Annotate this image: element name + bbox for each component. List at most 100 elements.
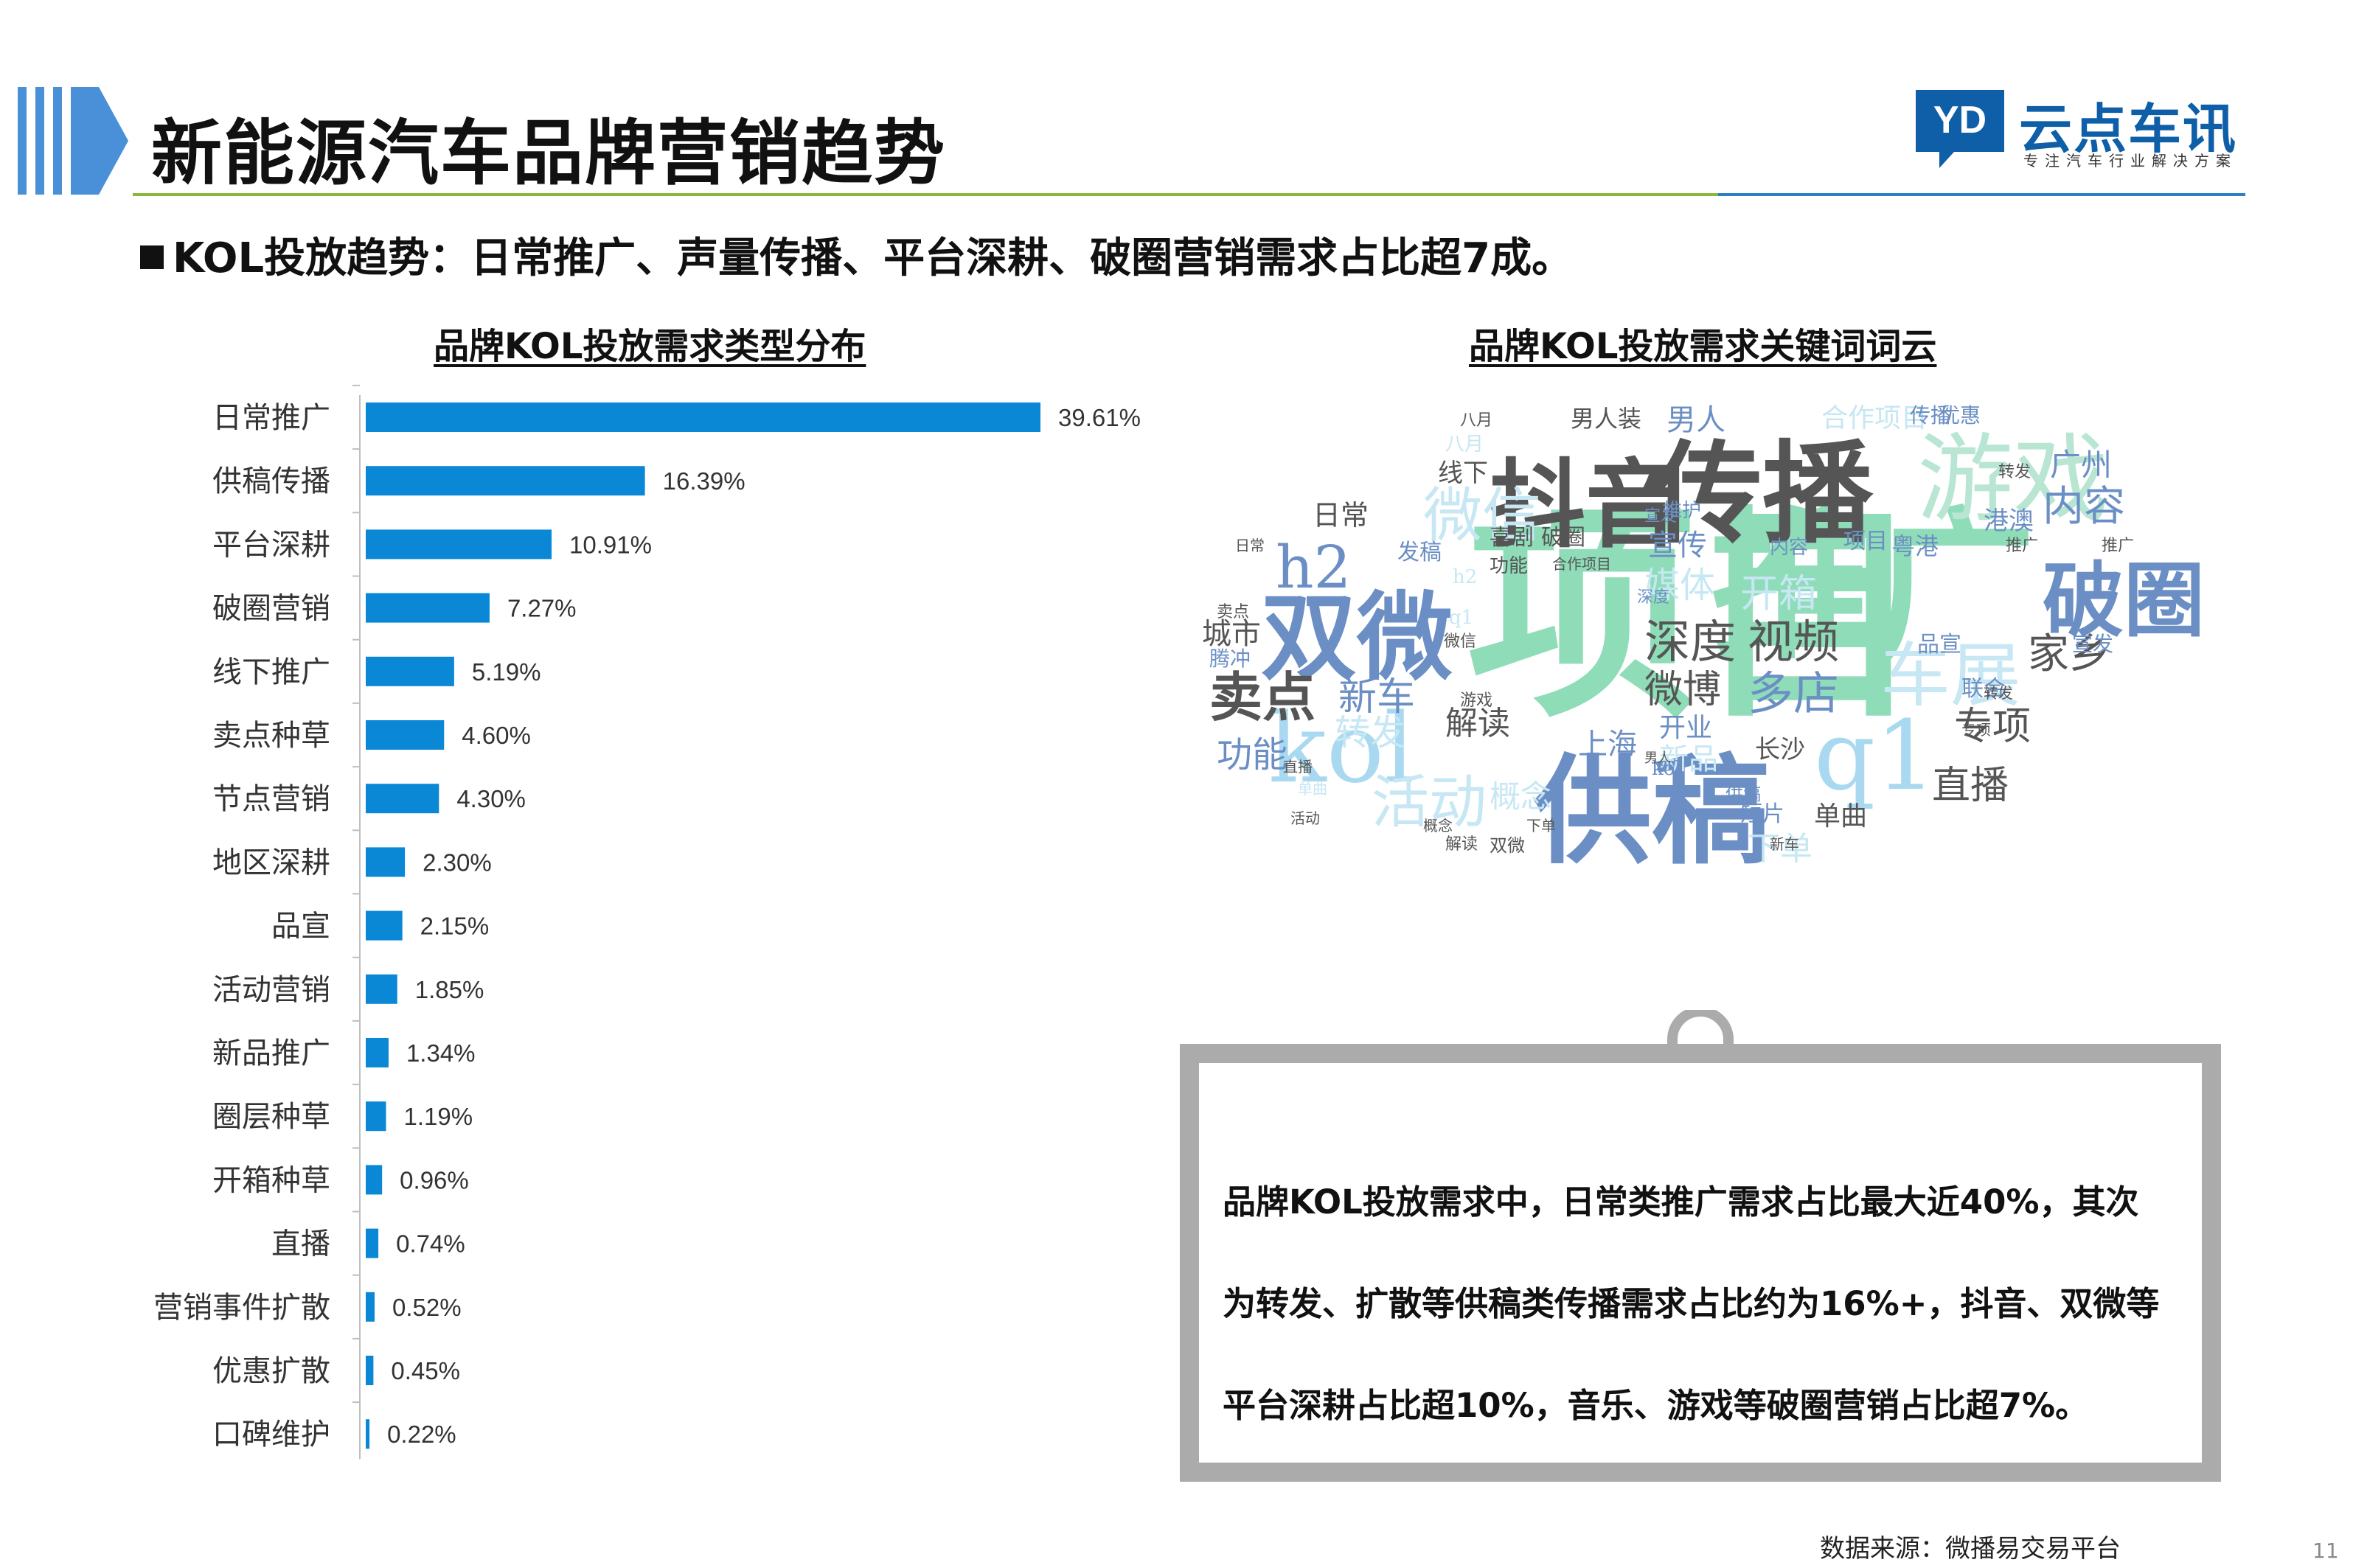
data-label: 2.15% xyxy=(420,913,490,940)
category-label: 开箱种草 xyxy=(212,1164,330,1196)
bar xyxy=(366,1038,389,1067)
word-cloud-term: 推护 xyxy=(1663,500,1702,522)
bar xyxy=(366,720,445,750)
data-label: 0.52% xyxy=(392,1294,462,1321)
category-label: 地区深耕 xyxy=(212,846,330,879)
word-cloud-term: 游戏 xyxy=(1917,423,2110,535)
data-label: 4.60% xyxy=(462,722,531,749)
word-cloud-term: h2 xyxy=(1453,566,1478,588)
word-cloud-term: 媒体 xyxy=(1644,565,1716,606)
word-cloud-term: 双微 xyxy=(1490,835,1525,856)
bar xyxy=(366,1101,386,1132)
category-label: 口碑维护 xyxy=(212,1418,330,1451)
bar xyxy=(366,403,1040,432)
data-source: 数据来源：微播易交易平台 xyxy=(1820,1534,2121,1564)
word-cloud-term: 专项 xyxy=(1954,705,2031,749)
bar xyxy=(366,847,406,877)
word-cloud-term: 卖点 xyxy=(1217,603,1250,621)
header-divider xyxy=(133,193,2245,196)
word-cloud-term: 转发 xyxy=(1984,684,2013,702)
word-cloud-term: 男人 xyxy=(1644,750,1671,766)
data-label: 1.19% xyxy=(403,1103,473,1130)
word-cloud-term: 解读 xyxy=(1445,705,1510,742)
data-label: 2.30% xyxy=(423,849,492,876)
summary-line-1: 品牌KOL投放需求中，日常类推广需求占比最大近40%，其次 xyxy=(1223,1182,2139,1222)
word-cloud-term: 男人装 xyxy=(1571,405,1642,433)
word-cloud-term: 推广 xyxy=(1711,490,2036,681)
data-label: 0.45% xyxy=(391,1357,460,1384)
data-label: 1.34% xyxy=(406,1039,476,1067)
bar xyxy=(366,1292,375,1322)
word-cloud-term: 抖音 xyxy=(1490,448,1682,561)
category-label: 活动营销 xyxy=(212,974,330,1006)
brand-logo-icon: YD xyxy=(1916,90,2004,168)
logo-mark: YD xyxy=(1933,99,1987,142)
word-cloud-term: 双微 xyxy=(1261,581,1453,694)
word-cloud-term: 转发 xyxy=(1335,712,1406,753)
category-label: 平台深耕 xyxy=(212,529,330,561)
word-cloud-term: 日常 xyxy=(1235,537,1265,554)
word-cloud-term: 微信 xyxy=(1423,481,1541,550)
word-cloud-term: 腾冲 xyxy=(1209,647,1251,671)
word-cloud-term: 开箱 xyxy=(1740,572,1818,616)
summary-line-2: 为转发、扩散等供稿类传播需求占比约为16%+，抖音、双微等 xyxy=(1223,1284,2160,1323)
category-label: 直播 xyxy=(271,1228,330,1261)
word-cloud-term: 单曲 xyxy=(1814,801,1868,832)
bar xyxy=(366,1228,379,1258)
word-cloud-term: 短片 xyxy=(1740,801,1784,827)
bar xyxy=(366,1356,374,1385)
word-cloud-term: 解读 xyxy=(1445,835,1478,854)
word-cloud-term: q1 xyxy=(1814,700,1936,812)
word-cloud-term: 直播 xyxy=(1932,764,2009,808)
word-cloud-term: 八月 xyxy=(1460,411,1493,430)
word-cloud-term: 新车 xyxy=(1770,835,1799,853)
word-cloud-term: 供稿 xyxy=(1534,742,1770,880)
summary-note: 品牌KOL投放需求中，日常类推广需求占比最大近40%，其次 为转发、扩散等供稿类… xyxy=(1180,1044,2221,1482)
word-cloud-term: 粤港 xyxy=(1891,532,1939,560)
word-cloud-term: 供稿 xyxy=(1725,784,1761,804)
page-number: 11 xyxy=(2312,1539,2339,1563)
summary-line-3: 平台深耕占比超10%，音乐、游戏等破圈营销占比超7%。 xyxy=(1223,1386,2089,1425)
title-marker-icon xyxy=(18,87,128,195)
bar xyxy=(366,529,552,560)
bullet-square-icon xyxy=(140,245,164,269)
slide-subtitle: KOL投放趋势：日常推广、声量传播、平台深耕、破圈营销需求占比超7成。 xyxy=(140,225,1573,285)
category-label: 卖点种草 xyxy=(212,719,330,752)
word-cloud-title: 品牌KOL投放需求关键词词云 xyxy=(1469,326,1937,367)
word-cloud-term: 游戏 xyxy=(1460,691,1493,710)
word-cloud-term: 多店 xyxy=(1748,666,1840,720)
page-title: 新能源汽车品牌营销趋势 xyxy=(151,112,946,195)
category-label: 新品推广 xyxy=(212,1037,330,1070)
word-cloud-term: 内容 xyxy=(1770,537,1809,559)
data-label: 0.74% xyxy=(396,1230,465,1258)
word-cloud-term: 直播 xyxy=(1283,758,1313,776)
bar xyxy=(366,974,397,1004)
category-label: 线下推广 xyxy=(212,656,330,689)
word-cloud-term: 推广 xyxy=(2102,537,2135,555)
word-cloud-term: 单曲 xyxy=(1298,780,1327,798)
word-cloud-term: h2 xyxy=(1276,533,1352,602)
word-cloud-term: 家乡 xyxy=(2028,630,2110,678)
word-cloud-term: 功能 xyxy=(1217,734,1288,776)
word-cloud-term: 破圈 xyxy=(2043,553,2205,648)
word-cloud-term: 联合 xyxy=(1961,676,2006,702)
summary-text: 品牌KOL投放需求中，日常类推广需求占比最大近40%，其次 为转发、扩散等供稿类… xyxy=(1223,1151,2203,1457)
data-label: 10.91% xyxy=(569,531,652,558)
word-cloud-term: 卖点 xyxy=(1209,666,1316,728)
word-cloud-term: 下单 xyxy=(1748,830,1812,868)
data-label: 16.39% xyxy=(663,467,745,495)
word-cloud-term: 日常 xyxy=(1313,499,1369,532)
word-cloud-term: 深度 xyxy=(1637,588,1670,607)
word-cloud-term: 深度 xyxy=(1644,615,1737,669)
category-label: 优惠扩散 xyxy=(212,1355,330,1387)
word-cloud-term: 男人 xyxy=(1666,403,1725,437)
word-cloud-term: 城市 xyxy=(1202,617,1261,651)
word-cloud-term: 车展 xyxy=(1880,635,2021,717)
word-cloud-term: 发稿 xyxy=(1397,540,1442,565)
word-cloud-term: 长沙 xyxy=(1755,735,1805,764)
brand-tagline: 专注汽车行业解决方案 xyxy=(2023,152,2237,170)
data-label: 4.30% xyxy=(456,785,526,812)
category-label: 营销事件扩散 xyxy=(153,1292,330,1324)
brand-name: 云点车讯 xyxy=(2019,98,2238,160)
summary-note-inner: 品牌KOL投放需求中，日常类推广需求占比最大近40%，其次 为转发、扩散等供稿类… xyxy=(1199,1063,2202,1463)
